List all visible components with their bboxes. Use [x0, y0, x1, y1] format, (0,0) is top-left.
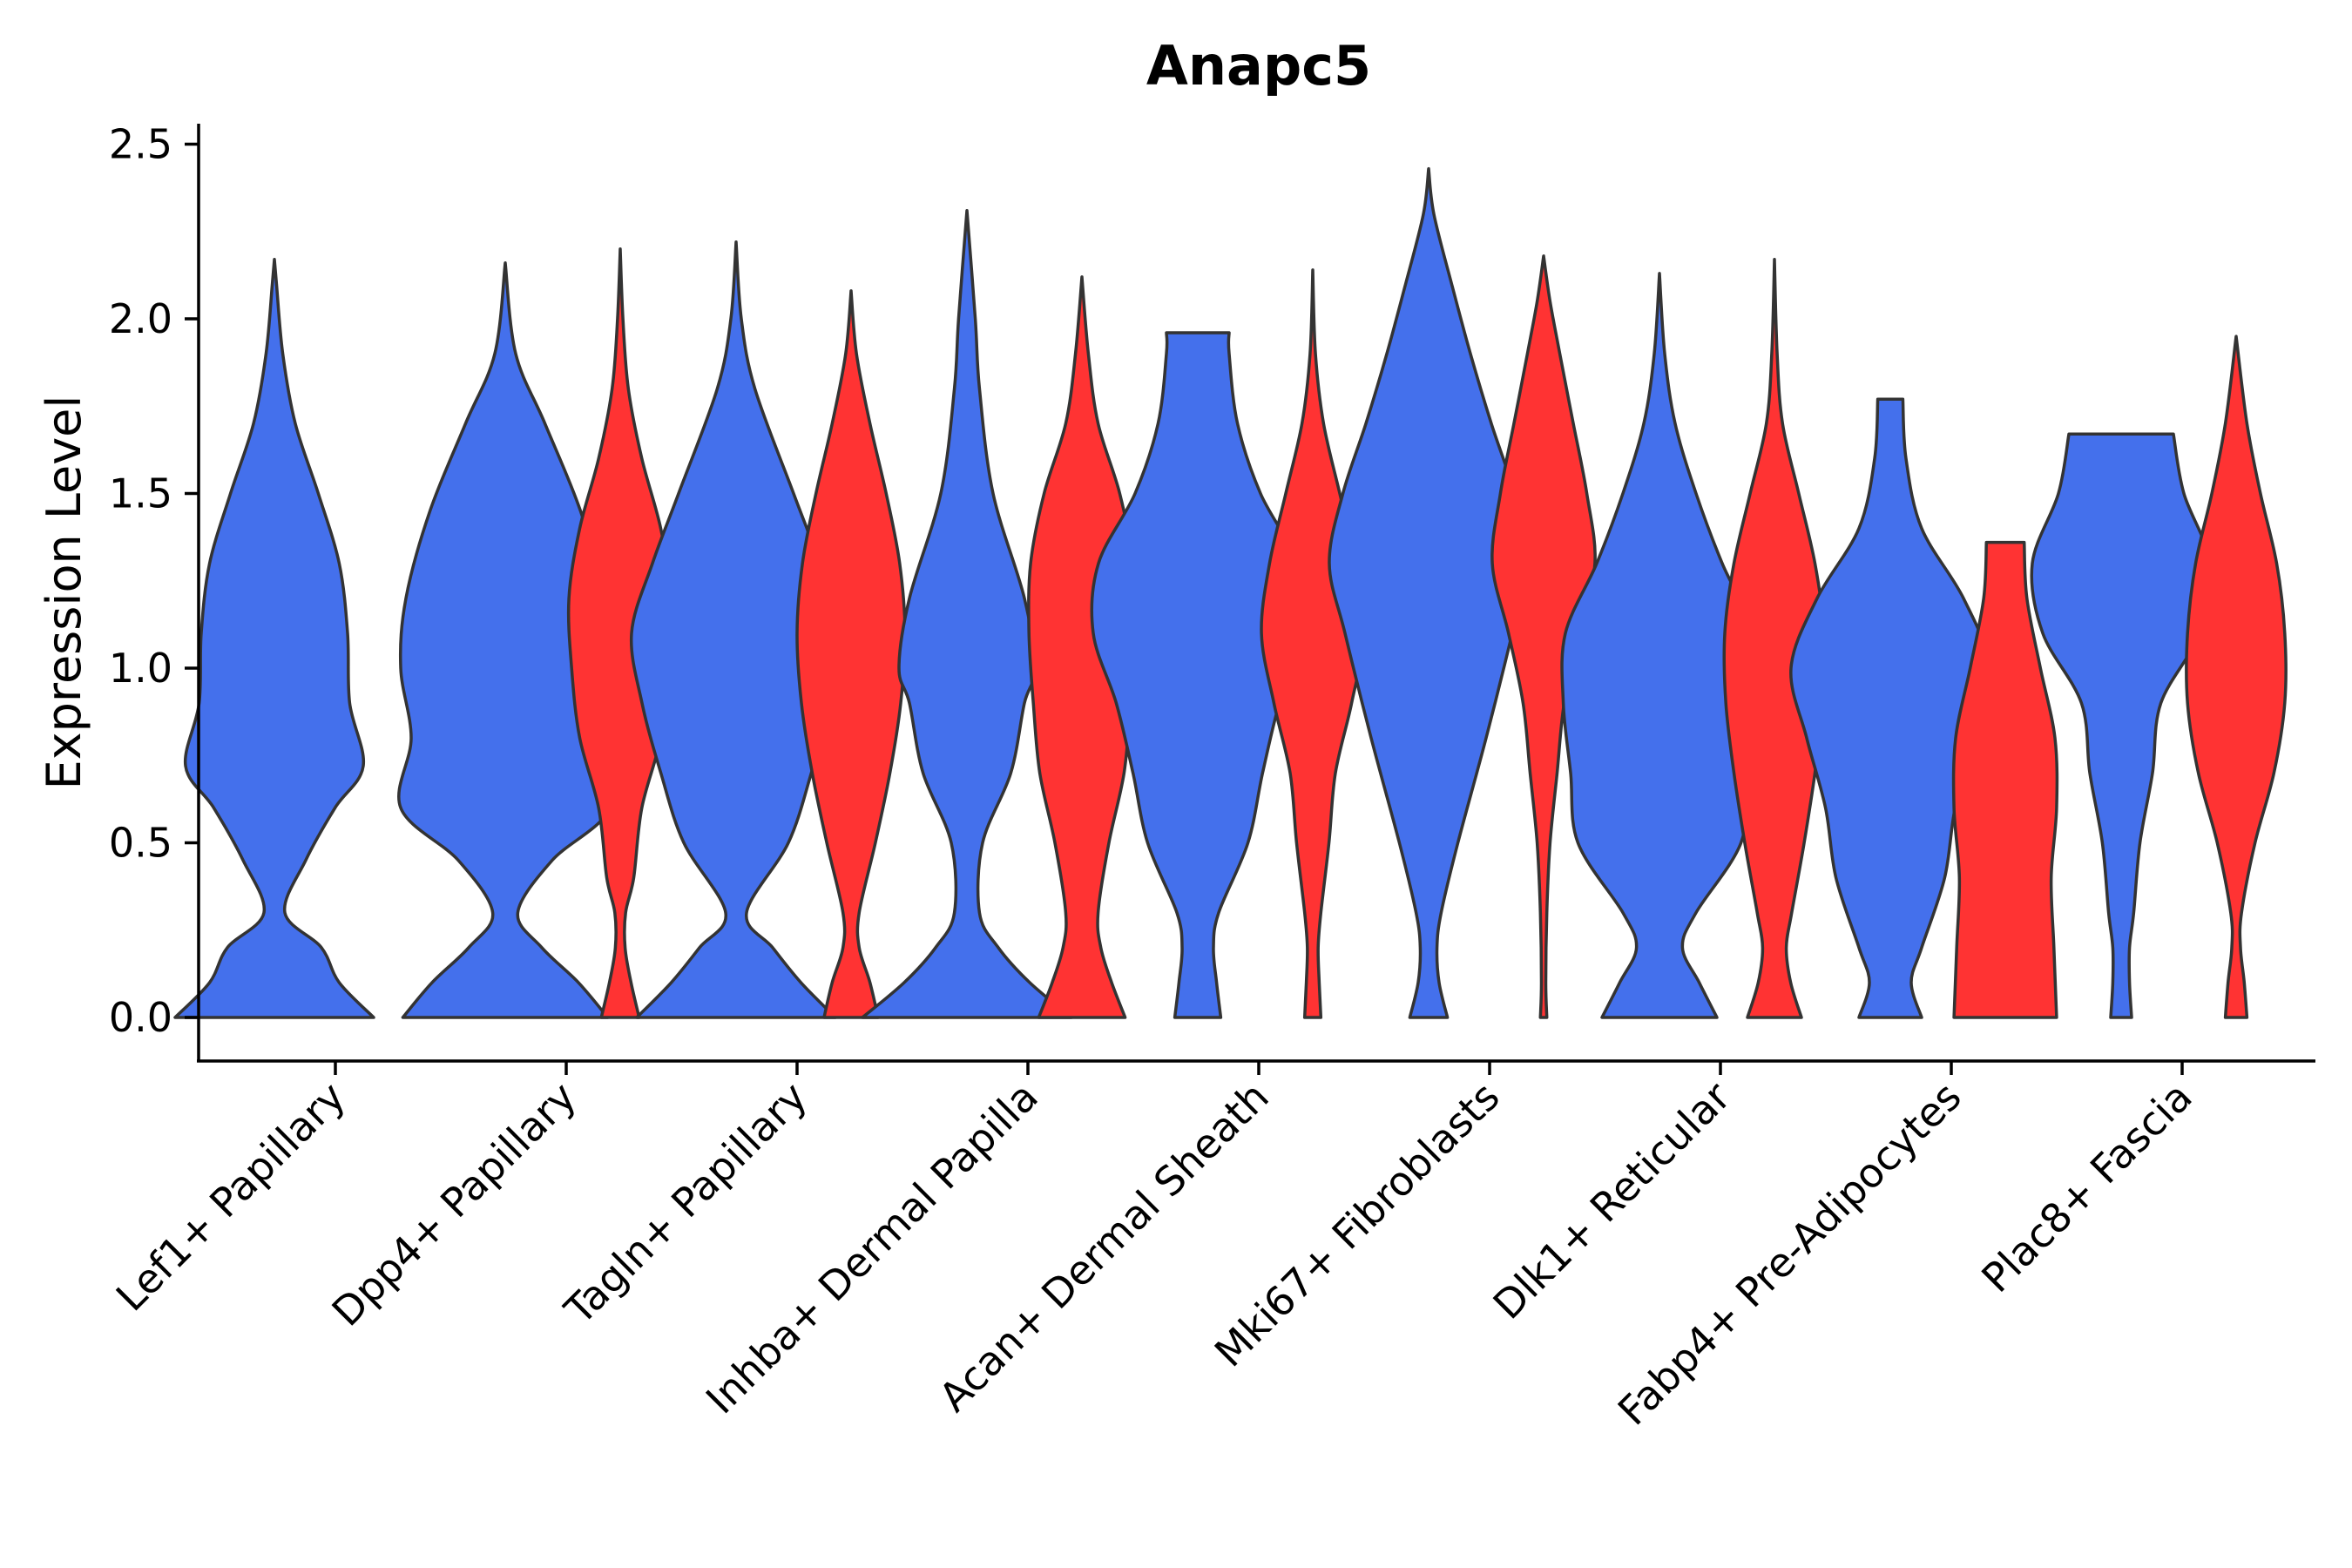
violin-1-blue [397, 261, 613, 1019]
violin-1-red [566, 247, 674, 1019]
chart-title: Anapc5 [1146, 34, 1371, 98]
y-ticks: 0.0 0.5 1.0 1.5 2.0 2.5 [109, 121, 199, 1041]
violin-3-red [1027, 275, 1137, 1019]
y-tick-label: 2.0 [109, 295, 172, 342]
violin-2-blue [629, 240, 843, 1019]
x-tick-label: Dpp4+ Papillary [323, 1073, 585, 1335]
y-axis-label: Expression Level [37, 395, 91, 790]
violin-4-blue [1090, 331, 1306, 1019]
x-tick-label: Lef1+ Papillary [107, 1073, 355, 1321]
violin-8-red [2185, 335, 2288, 1019]
violin-8-blue [2030, 432, 2213, 1019]
violin-7-red [1951, 540, 2059, 1019]
violin-0-blue [173, 258, 375, 1019]
y-tick-label: 1.5 [109, 470, 172, 517]
violin-5-red [1490, 254, 1597, 1019]
violin-3-blue [861, 208, 1073, 1019]
violin-2-red [795, 289, 907, 1019]
violin-6-red [1722, 258, 1827, 1019]
violin-7-blue [1789, 397, 1991, 1019]
y-tick-label: 0.0 [109, 994, 172, 1041]
y-tick-label: 0.5 [109, 820, 172, 867]
violin-5-blue [1328, 166, 1530, 1019]
y-tick-label: 2.5 [109, 121, 172, 168]
x-tick-label: Plac8+ Fascia [1972, 1073, 2200, 1301]
x-tick-label: Dlk1+ Reticular [1484, 1073, 1740, 1328]
x-tick-label: Tagln+ Papillary [555, 1073, 816, 1335]
y-tick-label: 1.0 [109, 645, 172, 692]
violin-4-red [1260, 268, 1366, 1019]
violins-layer [173, 166, 2288, 1019]
